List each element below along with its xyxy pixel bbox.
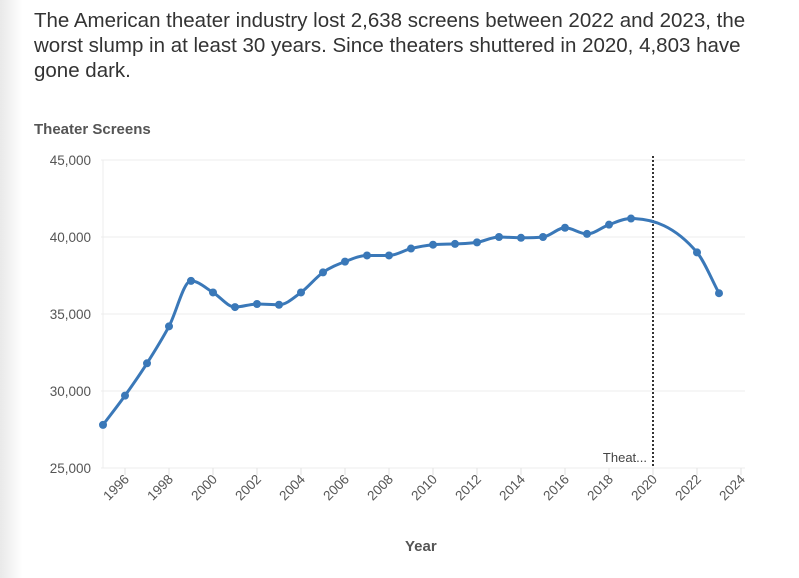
data-point <box>209 288 217 297</box>
x-tick-label: 2014 <box>496 471 528 503</box>
y-tick-label: 25,000 <box>50 461 91 476</box>
x-tick-label: 2024 <box>716 471 748 503</box>
data-point <box>297 288 305 297</box>
x-tick-label: 2004 <box>276 471 308 503</box>
data-point <box>319 268 327 277</box>
data-point <box>517 233 525 242</box>
page-edge-shadow <box>0 0 22 578</box>
headline: The American theater industry lost 2,638… <box>34 9 746 82</box>
x-tick-label: 2008 <box>364 472 396 504</box>
data-point <box>693 248 701 257</box>
data-point <box>99 420 107 429</box>
x-tick-label: 2022 <box>672 472 704 504</box>
x-axis-title: Year <box>405 538 437 555</box>
x-tick-label: 1996 <box>100 472 132 504</box>
x-tick-label: 2010 <box>408 472 440 504</box>
data-point <box>539 233 547 241</box>
x-tick-label: 2012 <box>452 472 484 504</box>
data-point <box>121 391 129 400</box>
data-point <box>627 214 635 223</box>
x-tick-label: 1998 <box>144 472 176 504</box>
annotation-label: Theat... <box>603 450 647 465</box>
data-point <box>143 359 151 368</box>
data-point <box>187 276 195 285</box>
data-point <box>561 223 569 232</box>
data-point <box>407 244 415 253</box>
y-axis-title: Theater Screens <box>34 121 151 138</box>
data-point <box>231 303 239 312</box>
x-tick-label: 2006 <box>320 472 352 504</box>
data-point <box>715 289 723 298</box>
x-tick-label: 2002 <box>232 472 264 504</box>
y-tick-label: 40,000 <box>50 230 91 245</box>
x-tick-label: 2000 <box>188 472 220 504</box>
x-tick-label: 2020 <box>628 472 660 504</box>
data-point <box>605 220 613 229</box>
y-tick-label: 45,000 <box>50 153 91 168</box>
data-point <box>253 299 261 308</box>
data-point <box>165 322 173 331</box>
y-tick-label: 30,000 <box>50 384 91 399</box>
data-point <box>341 257 349 266</box>
y-tick-label: 35,000 <box>50 307 91 322</box>
data-point <box>583 229 591 238</box>
data-point <box>275 300 283 309</box>
data-point <box>473 238 481 247</box>
x-tick-label: 2018 <box>584 472 616 504</box>
data-point <box>363 251 371 260</box>
data-point <box>451 239 459 248</box>
data-point <box>385 251 393 260</box>
data-point <box>495 233 503 241</box>
data-point <box>429 240 437 249</box>
x-tick-label: 2016 <box>540 472 572 504</box>
